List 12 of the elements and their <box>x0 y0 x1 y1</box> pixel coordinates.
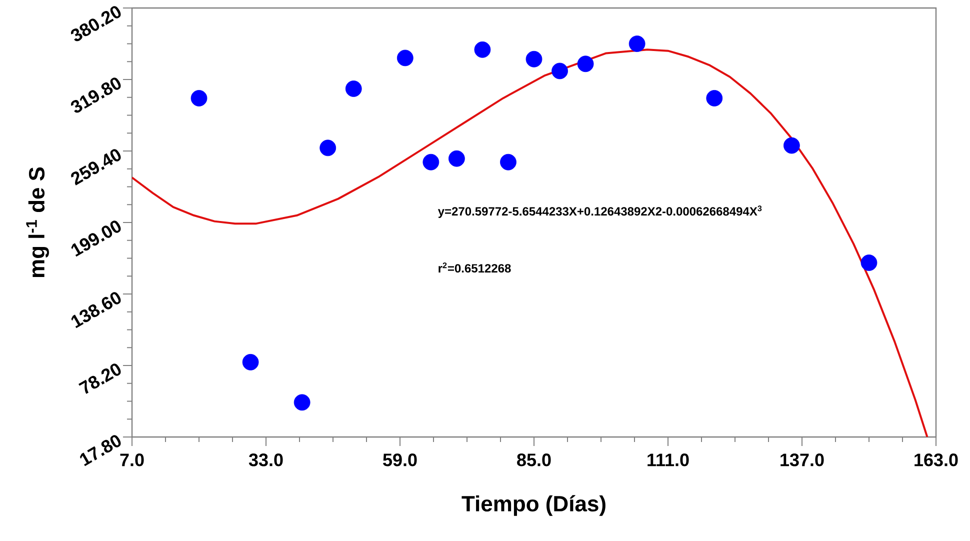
x-tick-label: 111.0 <box>648 454 689 466</box>
x-tick-label: 163.0 <box>914 454 958 466</box>
x-tick-label: 7.0 <box>120 454 144 466</box>
x-tick-label: 85.0 <box>517 454 551 466</box>
annotation: y=270.59772-5.6544233X+0.12643892X2-0.00062668494X$^{3}$ <box>438 206 762 218</box>
x-tick-label: 137.0 <box>780 454 824 466</box>
y-tick-label: 78.20 <box>78 364 121 394</box>
annotation: r$^{2}$=0.6512268 <box>438 262 511 273</box>
y-axis-title: mg l$^{-1}$ de S <box>26 167 49 278</box>
x-tick-label: 33.0 <box>248 454 283 466</box>
x-axis-title: Tiempo (Días) <box>462 495 606 516</box>
x-tick-label: 59.0 <box>383 454 417 466</box>
